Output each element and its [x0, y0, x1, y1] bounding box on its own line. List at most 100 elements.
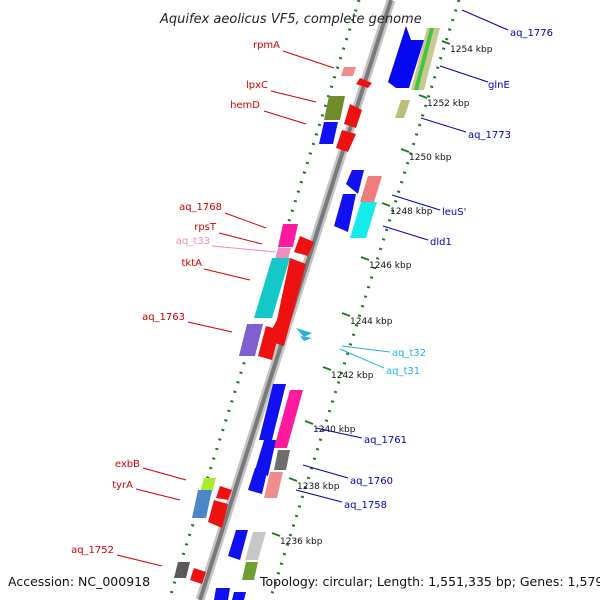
gene-label-text: lpxC [246, 80, 268, 91]
gene-leader-line [302, 464, 349, 479]
gene-rpmA-arrow[interactable] [356, 78, 372, 88]
gene-leader-line [282, 50, 335, 69]
scale-ticks: 1254 kbp 1252 kbp 1250 kbp 1248 kbp 1246 kbp… [271, 40, 493, 547]
gene-leader-line [339, 348, 385, 369]
gene-aq_1752[interactable] [174, 562, 190, 578]
gene-outer-2[interactable] [242, 562, 258, 580]
scale-tick: 1252 kbp [418, 94, 470, 109]
scale-tick: 1236 kbp [271, 532, 323, 547]
gene-label: aq_1758 [295, 489, 387, 511]
gene-label-text: aq_1752 [71, 545, 114, 556]
gene-label: aq_1773 [420, 117, 511, 141]
gene-leader-line [341, 345, 391, 353]
gene-label: rpsT [194, 222, 263, 245]
scale-tick: 1242 kbp [322, 366, 374, 381]
gene-outer-1[interactable] [245, 532, 266, 560]
gene-exbB[interactable] [200, 478, 216, 492]
gene-tktA-arrow[interactable] [266, 258, 306, 346]
gene-aq_1773[interactable] [395, 100, 410, 118]
gene-label: tktA [182, 258, 251, 281]
gene-tyrA[interactable] [192, 490, 212, 518]
gene-aq_1768[interactable] [278, 224, 298, 247]
gene-label: hemD [230, 100, 307, 125]
gene-aq_1776[interactable] [388, 26, 424, 88]
gene-leader-line [203, 268, 251, 281]
scale-tick: 1238 kbp [288, 477, 340, 492]
gene-glnE-overlap[interactable] [414, 28, 434, 90]
gene-leader-line [218, 232, 263, 245]
gene-dld1[interactable] [350, 202, 377, 238]
gene-aq_1752-arrow[interactable] [190, 568, 206, 584]
gene-blue-rev-4[interactable] [228, 530, 248, 560]
gene-leader-line [315, 427, 363, 439]
gene-label: glnE [439, 65, 510, 91]
gene-hemD-arrow[interactable] [336, 130, 356, 152]
scale-tick: 1248 kbp [381, 202, 433, 217]
gene-aq_1758[interactable] [264, 472, 283, 498]
scale-tick-label: 1242 kbp [331, 371, 374, 381]
gene-leader-line [211, 245, 277, 253]
gene-label-text: aq_1773 [468, 130, 511, 141]
gene-rpsT[interactable] [294, 236, 314, 256]
reverse-strand-features [174, 67, 372, 600]
gene-aq_t31-arrow[interactable] [300, 336, 312, 341]
gene-leader-line [116, 554, 163, 567]
gene-label-text: aq_t31 [386, 366, 420, 377]
scale-tick-label: 1236 kbp [280, 537, 323, 547]
gene-blue-rev-5[interactable] [214, 588, 230, 600]
gene-label: aq_t31 [339, 348, 420, 377]
scale-tick: 1254 kbp [441, 40, 493, 55]
gene-blue-rev-2[interactable] [255, 440, 276, 476]
gene-leader-line [135, 488, 181, 501]
gene-aq_t33[interactable] [275, 248, 291, 259]
scale-tick-label: 1244 kbp [350, 317, 393, 327]
gene-lpxC[interactable] [324, 96, 345, 120]
gene-labels: aq_1776 glnE aq_1773 leuS' dld1 aq_1761 aq_176… [71, 9, 553, 567]
gene-leuS[interactable] [360, 176, 382, 202]
gene-blue-rev-3[interactable] [248, 468, 268, 494]
gene-label: aq_1752 [71, 545, 163, 567]
gene-aq_1763-arrow[interactable] [258, 326, 280, 360]
topology-text: Topology: circular; Length: 1,551,335 bp… [259, 574, 600, 589]
gene-label: tyrA [112, 480, 181, 501]
gene-label-text: aq_1768 [179, 202, 222, 213]
gene-leader-line [439, 65, 489, 83]
gene-exbB-arrow[interactable] [216, 486, 232, 500]
gene-label: lpxC [246, 80, 317, 103]
gene-hemD[interactable] [319, 122, 338, 144]
gene-tyrA-arrow[interactable] [208, 500, 228, 528]
gene-aq_t32-arrow[interactable] [296, 328, 312, 337]
gene-leader-line [224, 212, 267, 229]
map-title: Aquifex aeolicus VF5, complete genome [159, 12, 422, 27]
gene-label-text: glnE [488, 80, 510, 91]
gene-tktA[interactable] [254, 258, 290, 318]
gene-leader-line [270, 90, 317, 103]
gene-leader-line [391, 194, 441, 211]
gene-rpmA[interactable] [341, 67, 356, 76]
gene-leader-line [187, 321, 233, 333]
gene-label-text: aq_1758 [344, 500, 387, 511]
scale-tick-label: 1246 kbp [369, 261, 412, 271]
gene-aq_1760[interactable] [274, 450, 290, 470]
gene-label: rpmA [253, 40, 335, 69]
scale-tick-label: 1250 kbp [409, 153, 452, 163]
gene-label-text: aq_1776 [510, 28, 553, 39]
gene-aq_1763[interactable] [239, 324, 263, 356]
scale-tick-label: 1238 kbp [297, 482, 340, 492]
gene-label: dld1 [382, 225, 452, 248]
gene-lpxC-arrow[interactable] [344, 104, 362, 128]
gene-label: aq_1763 [142, 312, 233, 333]
gene-leuS-arrow[interactable] [346, 170, 364, 194]
gene-label-text: exbB [115, 459, 140, 470]
gene-label: aq_1768 [179, 202, 267, 229]
gene-blue-rev-6[interactable] [232, 592, 246, 600]
gene-label: exbB [115, 459, 187, 481]
gene-label-text: aq_t32 [392, 348, 426, 359]
gene-blue-rev-1[interactable] [259, 384, 286, 440]
gene-label-text: aq_1760 [350, 476, 393, 487]
gene-aq_1761[interactable] [274, 390, 303, 448]
gene-leader-line [382, 225, 429, 241]
scale-tick: 1244 kbp [341, 312, 393, 327]
gene-dld1-arrow[interactable] [334, 194, 356, 232]
